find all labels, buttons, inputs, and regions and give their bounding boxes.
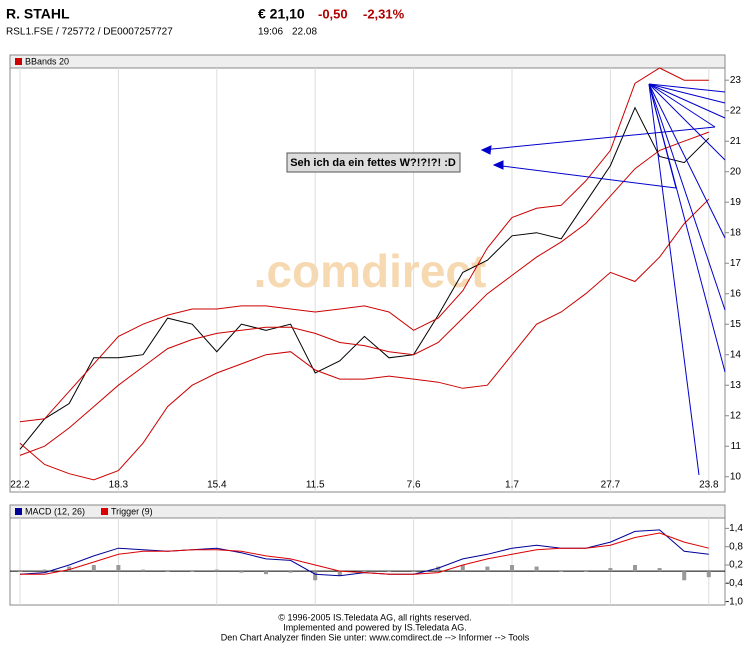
- histogram-bar: [42, 569, 47, 572]
- histogram-bar: [583, 571, 588, 572]
- y-tick-label: 23: [730, 75, 742, 86]
- histogram-bar: [706, 571, 711, 578]
- x-tick-label: 23.8: [699, 480, 719, 491]
- y-tick-label: 22: [730, 105, 742, 116]
- histogram-bar: [362, 571, 367, 572]
- line: [19, 106, 710, 450]
- histogram-bar: [165, 571, 170, 572]
- change-pct: -2,31%: [363, 6, 405, 21]
- histogram-bar: [608, 568, 613, 572]
- y-tick-label: 1,4: [729, 523, 743, 534]
- main-panel: [9, 54, 726, 493]
- line: [19, 131, 709, 456]
- histogram-bar: [116, 565, 121, 572]
- y-tick-label: -0,4: [726, 578, 744, 589]
- legend-swatch: [101, 508, 108, 515]
- histogram-bar: [534, 566, 539, 572]
- legend-swatch: [15, 508, 22, 515]
- x-tick-label: 1.7: [505, 480, 519, 491]
- annotation: Seh ich da ein fettes W?!?!?! :D: [290, 157, 456, 169]
- y-tick-label: 14: [730, 349, 742, 360]
- histogram-bar: [288, 571, 293, 573]
- footer-line: Den Chart Analyzer finden Sie unter: www…: [221, 632, 530, 642]
- time: 19:06: [258, 27, 283, 38]
- histogram-bar: [460, 565, 465, 572]
- line: [20, 532, 709, 575]
- histogram-bar: [682, 571, 687, 581]
- histogram-bar: [141, 569, 145, 572]
- histogram-bar: [510, 565, 514, 572]
- y-tick-label: 0,2: [729, 560, 743, 571]
- footer-line: Implemented and powered by IS.Teledata A…: [283, 622, 467, 632]
- x-tick-label: 11.5: [306, 480, 325, 491]
- macd-panel: [9, 504, 726, 606]
- macd-legend-bar: [9, 504, 726, 519]
- legend-label: MACD (12, 26): [25, 506, 85, 516]
- y-tick-label: 17: [730, 258, 742, 269]
- histogram-bar: [559, 571, 564, 572]
- histogram-bar: [239, 571, 244, 573]
- date: 22.08: [292, 27, 317, 38]
- histogram-bar: [436, 566, 441, 572]
- legend-label: BBands 20: [25, 56, 69, 66]
- y-tick-label: 20: [730, 166, 742, 177]
- y-tick-label: 21: [730, 136, 742, 147]
- histogram-bar: [214, 569, 219, 572]
- y-tick-label: 16: [730, 288, 742, 299]
- y-tick-label: 10: [730, 471, 742, 482]
- stock-ids: RSL1.FSE / 725772 / DE0007257727: [6, 27, 173, 38]
- y-tick-label: 11: [731, 441, 742, 452]
- x-tick-label: 15.4: [207, 480, 227, 491]
- x-tick-label: 18.3: [109, 480, 129, 491]
- histogram-bar: [657, 568, 662, 572]
- y-tick-label: 12: [730, 410, 742, 421]
- drawing-lines: [480, 83, 726, 476]
- legend-label: Trigger (9): [111, 506, 153, 516]
- x-tick-label: 22.2: [10, 480, 30, 491]
- histogram-bar: [337, 571, 342, 576]
- y-tick-label: 18: [730, 227, 742, 238]
- histogram-bar: [411, 571, 416, 572]
- y-tick-label: -1,0: [726, 596, 744, 607]
- footer-line: © 1996-2005 IS.Teledata AG, all rights r…: [278, 612, 471, 622]
- y-tick-label: 13: [730, 380, 742, 391]
- y-tick-label: 19: [730, 197, 742, 208]
- histogram-bar: [190, 571, 195, 572]
- histogram-bar: [387, 571, 391, 572]
- plot: 22.2 18.3 15.4 11.5 7.6 1.7 27.7 23.8 10 11 12 13 14…: [10, 67, 744, 607]
- watermark: .comdirect: [254, 245, 487, 297]
- histogram-bar: [485, 566, 490, 572]
- line: [19, 67, 709, 423]
- histogram-bar: [264, 571, 268, 575]
- y-tick-label: 0,8: [729, 541, 743, 552]
- stock-name: R. STAHL: [6, 6, 70, 22]
- histogram-bar: [313, 571, 318, 581]
- annotation-box: [286, 152, 461, 173]
- y-tick-label: 15: [730, 319, 742, 330]
- main-legend-bar: [9, 54, 726, 69]
- histogram-bar: [91, 565, 96, 572]
- change: -0,50: [318, 6, 348, 21]
- legend-swatch: [15, 58, 22, 65]
- price: € 21,10: [258, 6, 305, 22]
- line: [19, 198, 710, 481]
- x-tick-label: 27.7: [601, 480, 621, 491]
- x-tick-label: 7.6: [407, 480, 421, 491]
- histogram-bar: [67, 566, 72, 572]
- histogram-bar: [633, 565, 637, 572]
- histogram-bar: [18, 571, 22, 572]
